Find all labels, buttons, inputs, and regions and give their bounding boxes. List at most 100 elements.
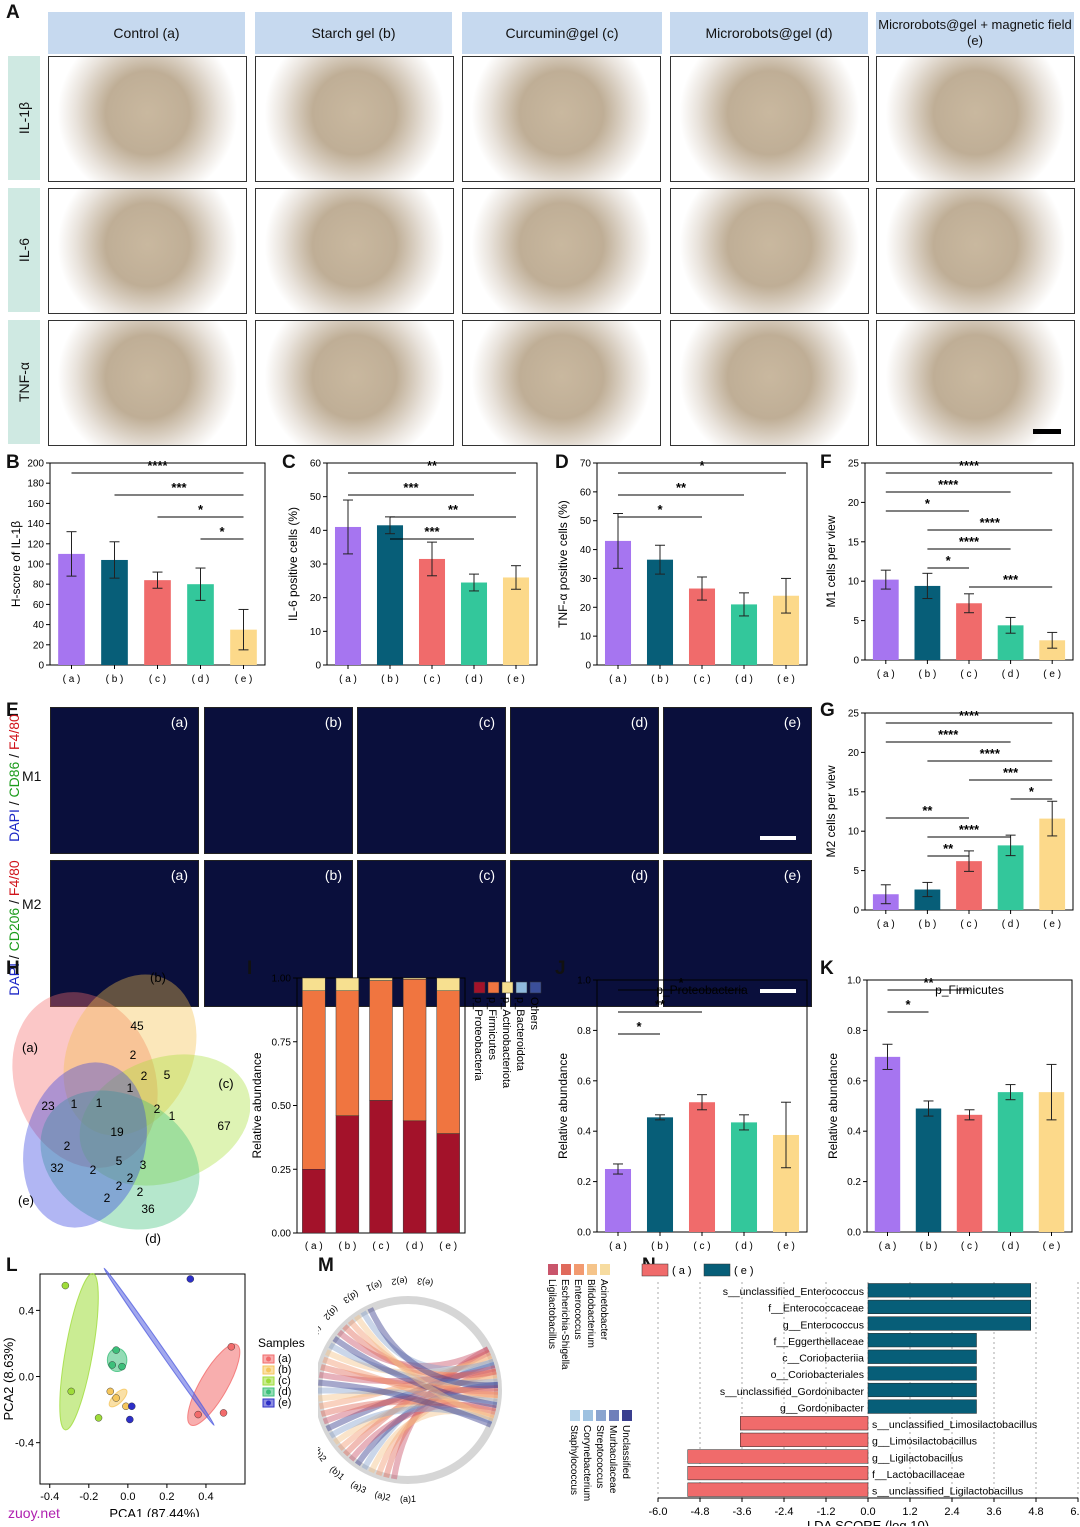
chord-sample-label: (b)2 bbox=[318, 1445, 329, 1464]
legend-label: p_Proteobacteria bbox=[472, 997, 484, 1082]
chord-link bbox=[318, 1387, 498, 1405]
significance-label: * bbox=[678, 975, 684, 990]
venn-count: 1 bbox=[71, 1097, 78, 1111]
stacked-bar-segment bbox=[402, 1120, 427, 1234]
chart-l-pca: -0.4 -0.2 0.0 0.2 0.4 -0.4 0.0 0.4 PCA1 (87.44%)… bbox=[1, 1267, 305, 1517]
significance-label: ** bbox=[448, 502, 459, 517]
x-tick-label: -6.0 bbox=[649, 1506, 668, 1518]
lda-bar bbox=[740, 1416, 869, 1431]
y-tick-label: 0.25 bbox=[272, 1165, 292, 1176]
y-tick-label: 10 bbox=[848, 577, 860, 588]
chord-sample-label: (a)3 bbox=[349, 1479, 368, 1495]
legend-swatch bbox=[641, 1263, 669, 1277]
bar bbox=[874, 1056, 901, 1232]
chord-sample-label: (e)1 bbox=[365, 1279, 383, 1293]
significance-label: **** bbox=[147, 458, 168, 473]
y-tick-label: 0 bbox=[853, 656, 859, 667]
y-tick-label: 10 bbox=[848, 827, 860, 838]
y-tick-label: 0.8 bbox=[847, 1026, 861, 1037]
stacked-bar-segment bbox=[302, 990, 326, 1170]
significance-label: ** bbox=[943, 841, 954, 856]
y-tick-label: 60 bbox=[33, 600, 45, 611]
stacked-bar-segment bbox=[302, 977, 326, 991]
x-tick-label: ( b ) bbox=[651, 1241, 669, 1252]
chart-b-il1b-hscore: 0 20 40 60 80 100 120 140 160 180 200 H-score of IL… bbox=[9, 458, 266, 685]
y-tick-label: 15 bbox=[848, 537, 860, 548]
y-tick-label: 0.50 bbox=[272, 1101, 292, 1112]
y-axis-label: Relative abundance bbox=[556, 1053, 570, 1159]
ihc-image bbox=[876, 56, 1075, 182]
y-tick-label: 40 bbox=[310, 526, 322, 537]
x-tick-label: ( d ) bbox=[1002, 669, 1020, 680]
y-tick-label: 20 bbox=[848, 498, 860, 509]
venn-set bbox=[12, 992, 158, 1168]
y-tick-label: 0.0 bbox=[577, 1228, 591, 1239]
stacked-bar-segment bbox=[335, 990, 360, 1116]
significance-label: * bbox=[657, 502, 663, 517]
venn-count: 2 bbox=[90, 1163, 97, 1177]
x-tick-label: ( d ) bbox=[1002, 1241, 1020, 1252]
pca-point bbox=[219, 1409, 228, 1417]
scale-bar bbox=[760, 836, 796, 840]
significance-label: *** bbox=[1003, 765, 1019, 780]
legend-label: Acinetobacter bbox=[598, 1279, 609, 1341]
y-tick-label: 10 bbox=[310, 627, 322, 638]
significance-label: * bbox=[1029, 784, 1035, 799]
fluorescence-image: (e) bbox=[663, 707, 812, 854]
chord-link bbox=[318, 1365, 497, 1385]
pca-point bbox=[61, 1281, 70, 1290]
fluorescence-image: (a) bbox=[50, 707, 199, 854]
legend-swatch bbox=[574, 1264, 584, 1275]
chart-d-tnfa: 0 10 20 30 40 50 60 70 TNF-α positive cells (%) (… bbox=[556, 458, 808, 685]
image-group-label: (c) bbox=[478, 714, 495, 730]
legend-marker bbox=[266, 1356, 271, 1362]
chord-link bbox=[325, 1349, 494, 1376]
chord-link bbox=[333, 1394, 498, 1445]
significance-label: **** bbox=[980, 746, 1001, 761]
chord-link bbox=[322, 1385, 499, 1425]
chord-link bbox=[328, 1342, 498, 1386]
bar bbox=[460, 582, 488, 665]
venn-set bbox=[79, 1054, 250, 1186]
significance-label: * bbox=[219, 524, 225, 539]
stacked-bar-segment bbox=[436, 1133, 460, 1234]
stacked-bar-segment bbox=[302, 1169, 326, 1234]
legend-label: Escherichia-Shigella bbox=[559, 1279, 570, 1370]
x-tick-label: 0.4 bbox=[198, 1491, 213, 1503]
column-header-curcumin: Curcumin@gel (c) bbox=[462, 12, 662, 54]
significance-label: * bbox=[905, 997, 911, 1012]
x-tick-label: ( e ) bbox=[1043, 1241, 1061, 1252]
significance-label: * bbox=[925, 496, 931, 511]
y-tick-label: 15 bbox=[848, 787, 860, 798]
plot-frame bbox=[39, 1273, 246, 1485]
chord-sample-label: (a)2 bbox=[374, 1489, 392, 1502]
row-label-m1: M1 bbox=[22, 768, 42, 784]
x-tick-label: ( e ) bbox=[507, 674, 525, 685]
chord-link bbox=[383, 1368, 497, 1479]
chord-link bbox=[375, 1391, 499, 1477]
pca-point bbox=[112, 1394, 120, 1402]
lda-bar bbox=[687, 1466, 869, 1481]
y-axis-label: M1 cells per view bbox=[824, 515, 838, 607]
chord-sample-label: (d)3 bbox=[342, 1289, 361, 1306]
venn-count: 2 bbox=[154, 1102, 161, 1116]
x-tick-label: ( c ) bbox=[423, 674, 440, 685]
chord-link bbox=[343, 1349, 491, 1457]
x-tick-label: 1.2 bbox=[902, 1506, 917, 1518]
stain-label-m1: DAPI / CD86 / F4/80 bbox=[6, 714, 22, 842]
image-group-label: (d) bbox=[630, 867, 648, 883]
x-tick-label: ( e ) bbox=[439, 1241, 457, 1252]
fluorescence-image: (b) bbox=[204, 860, 353, 1007]
legend-label: (e) bbox=[278, 1397, 291, 1409]
significance-label: **** bbox=[959, 534, 980, 549]
x-tick-label: ( a ) bbox=[879, 1241, 897, 1252]
x-tick-label: ( b ) bbox=[339, 1241, 357, 1252]
legend-swatch bbox=[529, 981, 542, 994]
x-tick-label: 0.2 bbox=[159, 1491, 174, 1503]
panel-letter-g: G bbox=[820, 700, 835, 721]
lda-label: g__Gordonibacter bbox=[780, 1402, 865, 1414]
venn-count: 1 bbox=[169, 1109, 176, 1123]
chord-link bbox=[354, 1314, 495, 1422]
legend-marker bbox=[266, 1367, 271, 1373]
